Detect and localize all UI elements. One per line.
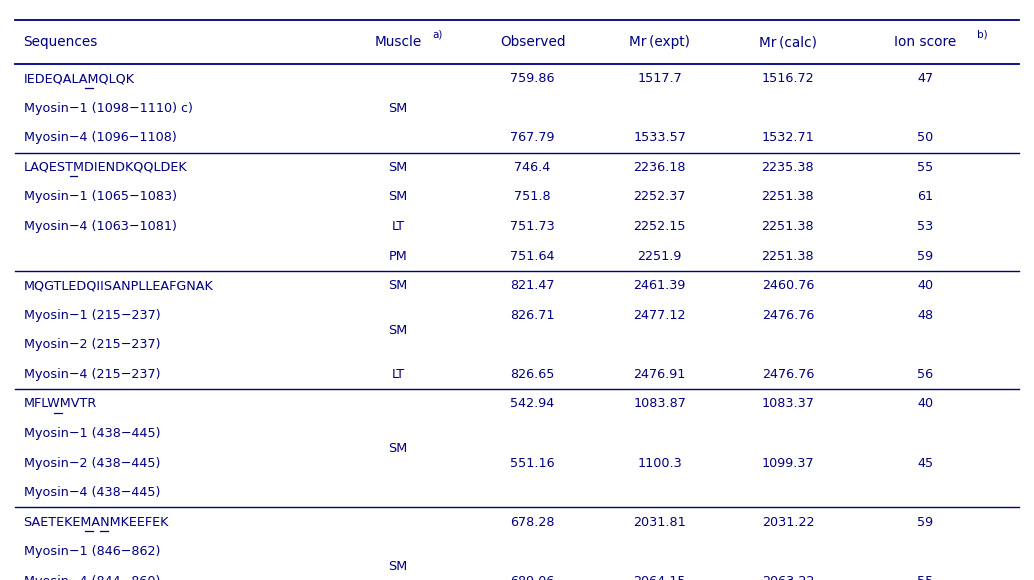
Text: 1532.71: 1532.71 bbox=[761, 131, 815, 144]
Text: SM: SM bbox=[389, 324, 407, 336]
Text: Myosin−1 (1098−1110) c): Myosin−1 (1098−1110) c) bbox=[24, 102, 192, 115]
Text: 59: 59 bbox=[917, 516, 934, 529]
Text: PM: PM bbox=[389, 249, 407, 263]
Text: Mr (expt): Mr (expt) bbox=[630, 35, 690, 49]
Text: Myosin−4 (215−237): Myosin−4 (215−237) bbox=[24, 368, 160, 381]
Text: Myosin−1 (1065−1083): Myosin−1 (1065−1083) bbox=[24, 190, 177, 204]
Text: SM: SM bbox=[389, 102, 407, 115]
Text: 47: 47 bbox=[917, 72, 934, 85]
Text: 826.71: 826.71 bbox=[510, 309, 555, 322]
Text: 48: 48 bbox=[917, 309, 934, 322]
Text: 759.86: 759.86 bbox=[510, 72, 555, 85]
Text: 56: 56 bbox=[917, 368, 934, 381]
Text: Myosin−1 (846−862): Myosin−1 (846−862) bbox=[24, 545, 160, 559]
Text: Observed: Observed bbox=[499, 35, 566, 49]
Text: 2476.76: 2476.76 bbox=[762, 309, 814, 322]
Text: 2460.76: 2460.76 bbox=[762, 279, 814, 292]
Text: LT: LT bbox=[392, 368, 404, 381]
Text: 55: 55 bbox=[917, 575, 934, 580]
Text: MQGTLEDQIISANPLLEAFGNAK: MQGTLEDQIISANPLLEAFGNAK bbox=[24, 279, 213, 292]
Text: SM: SM bbox=[389, 560, 407, 573]
Text: 2476.91: 2476.91 bbox=[634, 368, 686, 381]
Text: a): a) bbox=[432, 29, 443, 39]
Text: 2477.12: 2477.12 bbox=[634, 309, 686, 322]
Text: 1083.87: 1083.87 bbox=[633, 397, 687, 411]
Text: Myosin−4 (1063−1081): Myosin−4 (1063−1081) bbox=[24, 220, 177, 233]
Text: 678.28: 678.28 bbox=[510, 516, 555, 529]
Text: 821.47: 821.47 bbox=[510, 279, 555, 292]
Text: 55: 55 bbox=[917, 161, 934, 174]
Text: 2251.9: 2251.9 bbox=[638, 249, 681, 263]
Text: LT: LT bbox=[392, 220, 404, 233]
Text: 2063.22: 2063.22 bbox=[762, 575, 814, 580]
Text: 61: 61 bbox=[917, 190, 934, 204]
Text: 2252.37: 2252.37 bbox=[634, 190, 686, 204]
Text: IEDEQALAMQLQK: IEDEQALAMQLQK bbox=[24, 72, 134, 85]
Text: 45: 45 bbox=[917, 456, 934, 470]
Text: 2251.38: 2251.38 bbox=[762, 249, 814, 263]
Text: Myosin−2 (215−237): Myosin−2 (215−237) bbox=[24, 338, 160, 351]
Text: Sequences: Sequences bbox=[24, 35, 98, 49]
Text: Muscle: Muscle bbox=[374, 35, 422, 49]
Text: 751.64: 751.64 bbox=[510, 249, 555, 263]
Text: Myosin−4 (844−860): Myosin−4 (844−860) bbox=[24, 575, 160, 580]
Text: Mr (calc): Mr (calc) bbox=[759, 35, 817, 49]
Text: 2251.38: 2251.38 bbox=[762, 220, 814, 233]
Text: 551.16: 551.16 bbox=[510, 456, 555, 470]
Text: 2235.38: 2235.38 bbox=[762, 161, 814, 174]
Text: 2461.39: 2461.39 bbox=[634, 279, 686, 292]
Text: LAQESTMDIENDKQQLDEK: LAQESTMDIENDKQQLDEK bbox=[24, 161, 187, 174]
Text: 1533.57: 1533.57 bbox=[633, 131, 687, 144]
Text: 2031.22: 2031.22 bbox=[762, 516, 814, 529]
Text: Myosin−4 (438−445): Myosin−4 (438−445) bbox=[24, 486, 160, 499]
Text: 542.94: 542.94 bbox=[511, 397, 554, 411]
Text: 746.4: 746.4 bbox=[514, 161, 551, 174]
Text: SM: SM bbox=[389, 190, 407, 204]
Text: 1517.7: 1517.7 bbox=[637, 72, 682, 85]
Text: b): b) bbox=[976, 29, 987, 39]
Text: 1083.37: 1083.37 bbox=[761, 397, 815, 411]
Text: 40: 40 bbox=[917, 397, 934, 411]
Text: 2064.15: 2064.15 bbox=[634, 575, 686, 580]
Text: 2251.38: 2251.38 bbox=[762, 190, 814, 204]
Text: 751.73: 751.73 bbox=[510, 220, 555, 233]
Text: SM: SM bbox=[389, 442, 407, 455]
Text: 53: 53 bbox=[917, 220, 934, 233]
Text: 1516.72: 1516.72 bbox=[762, 72, 814, 85]
Text: 767.79: 767.79 bbox=[510, 131, 555, 144]
Text: SM: SM bbox=[389, 279, 407, 292]
Text: 751.8: 751.8 bbox=[514, 190, 551, 204]
Text: SAETEKEMANMKEEFEK: SAETEKEMANMKEEFEK bbox=[24, 516, 169, 529]
Text: Ion score: Ion score bbox=[894, 35, 956, 49]
Text: Myosin−1 (215−237): Myosin−1 (215−237) bbox=[24, 309, 160, 322]
Text: 2252.15: 2252.15 bbox=[634, 220, 686, 233]
Text: MFLWMVTR: MFLWMVTR bbox=[24, 397, 97, 411]
Text: 2031.81: 2031.81 bbox=[633, 516, 687, 529]
Text: 2476.76: 2476.76 bbox=[762, 368, 814, 381]
Text: Myosin−2 (438−445): Myosin−2 (438−445) bbox=[24, 456, 160, 470]
Text: 50: 50 bbox=[917, 131, 934, 144]
Text: 40: 40 bbox=[917, 279, 934, 292]
Text: 1100.3: 1100.3 bbox=[637, 456, 682, 470]
Text: 1099.37: 1099.37 bbox=[762, 456, 814, 470]
Text: 59: 59 bbox=[917, 249, 934, 263]
Text: 826.65: 826.65 bbox=[511, 368, 554, 381]
Text: 689.06: 689.06 bbox=[511, 575, 554, 580]
Text: Myosin−4 (1096−1108): Myosin−4 (1096−1108) bbox=[24, 131, 176, 144]
Text: SM: SM bbox=[389, 161, 407, 174]
Text: 2236.18: 2236.18 bbox=[634, 161, 686, 174]
Text: Myosin−1 (438−445): Myosin−1 (438−445) bbox=[24, 427, 160, 440]
